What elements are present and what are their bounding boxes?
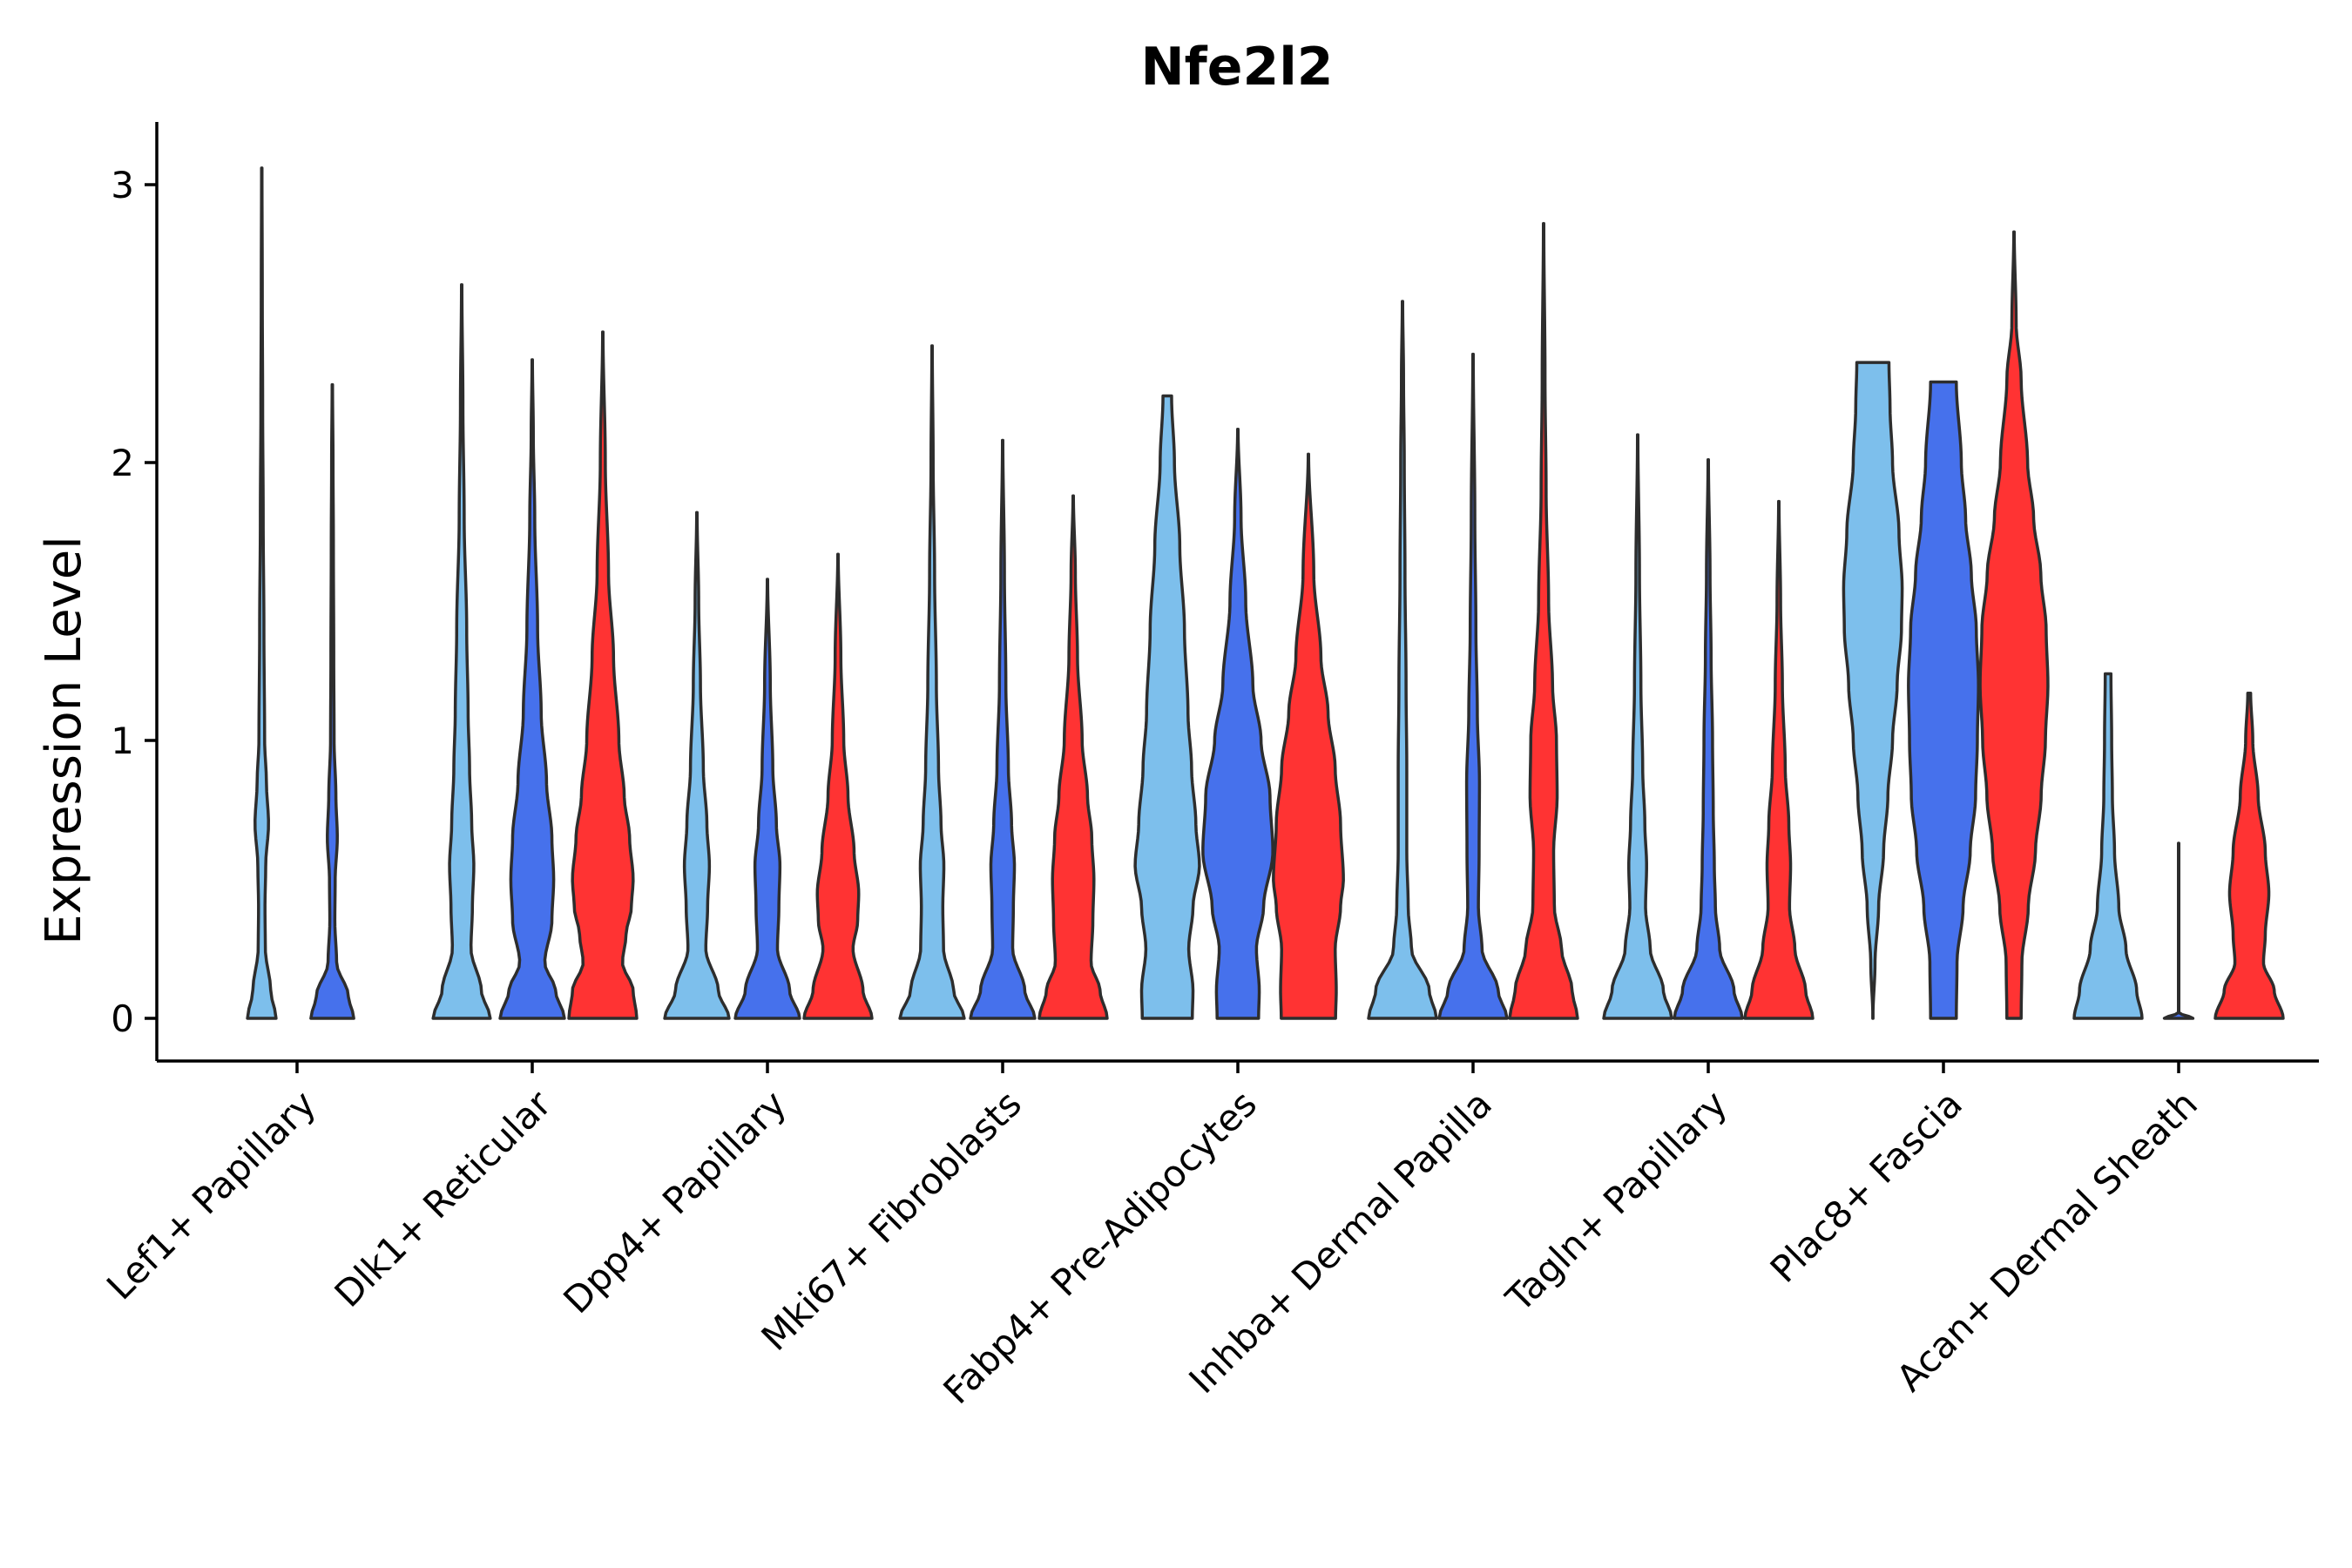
violin-9-2: [2162, 841, 2195, 1020]
x-tick-label-2: Dlk1+ Reticular: [327, 1082, 560, 1315]
violin-8-1: [1842, 361, 1904, 1020]
violin-3-3: [802, 552, 874, 1020]
violin-6-3: [1508, 221, 1579, 1020]
violin-7-2: [1673, 458, 1744, 1020]
y-tick-label-2: 2: [111, 442, 134, 484]
y-tick-label-3: 3: [111, 164, 134, 206]
violin-4-3: [1037, 494, 1109, 1020]
violin-5-2: [1201, 427, 1274, 1020]
chart-title: Nfe2l2: [1140, 37, 1333, 98]
x-tick-label-1: Lef1+ Papillary: [98, 1082, 324, 1308]
x-tick-label-8: Plac8+ Fascia: [1762, 1082, 1970, 1290]
violin-2-3: [567, 330, 639, 1020]
violin-5-1: [1133, 394, 1201, 1020]
x-tick-label-4: Mki67+ Fibroblasts: [754, 1082, 1030, 1358]
violin-7-3: [1743, 499, 1815, 1020]
y-tick-label-0: 0: [111, 997, 134, 1040]
x-tick-label-3: Dpp4+ Papillary: [555, 1082, 794, 1321]
violin-4-2: [969, 438, 1037, 1020]
violin-5-3: [1272, 452, 1345, 1020]
y-tick-label-1: 1: [111, 720, 134, 762]
violin-8-2: [1907, 380, 1980, 1020]
violin-3-2: [733, 578, 801, 1020]
x-tick-label-7: Tagln+ Papillary: [1497, 1082, 1735, 1320]
violin-2-2: [498, 358, 566, 1020]
violin-2-1: [431, 283, 492, 1020]
violin-6-2: [1437, 352, 1509, 1020]
violin-1-1: [246, 166, 278, 1020]
violin-3-1: [663, 510, 731, 1020]
violin-6-1: [1367, 300, 1438, 1020]
violin-1-2: [309, 382, 355, 1020]
violin-7-1: [1602, 433, 1673, 1020]
violin-9-1: [2072, 672, 2144, 1020]
violin-9-3: [2213, 692, 2285, 1020]
violin-8-3: [1978, 230, 2050, 1020]
violins-layer: [246, 166, 2285, 1020]
violin-4-1: [898, 344, 966, 1020]
y-axis-label: Expression Level: [36, 536, 92, 945]
